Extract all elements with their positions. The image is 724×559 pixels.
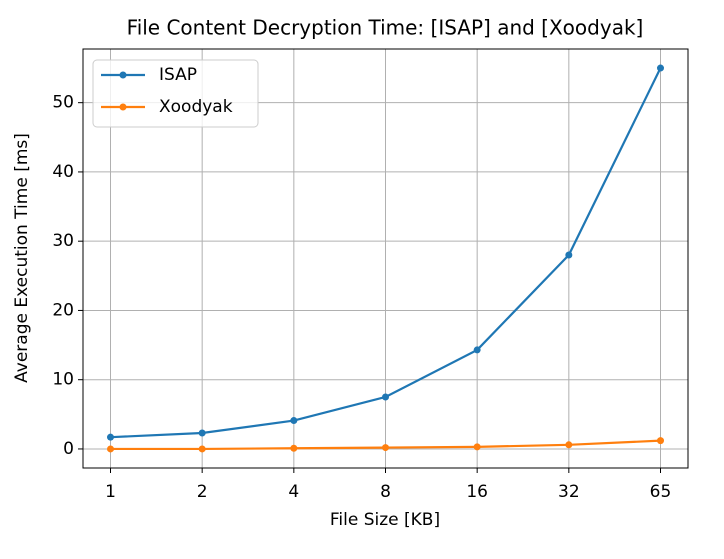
x-tick-label: 16 <box>466 482 488 502</box>
x-axis-label: File Size [KB] <box>330 510 440 530</box>
x-tick-label: 2 <box>197 482 208 502</box>
data-point <box>565 251 573 259</box>
x-tick-label: 8 <box>380 482 391 502</box>
data-point <box>107 445 114 453</box>
data-point <box>290 444 298 452</box>
chart-title: File Content Decryption Time: [ISAP] and… <box>127 16 644 40</box>
data-point <box>473 346 481 354</box>
legend-box <box>92 59 259 128</box>
y-axis-label: Average Execution Time [ms] <box>12 133 32 383</box>
data-point <box>657 64 664 72</box>
y-tick-label: 20 <box>52 300 74 320</box>
x-tick-label: 4 <box>288 482 299 502</box>
x-tick-label: 65 <box>650 482 672 502</box>
legend-label: ISAP <box>159 65 197 85</box>
plot-frame <box>82 48 689 469</box>
data-point <box>382 444 389 452</box>
data-point <box>107 433 114 441</box>
data-point <box>473 443 481 451</box>
legend-marker <box>119 103 127 111</box>
data-point <box>198 429 206 437</box>
y-tick-label: 50 <box>52 93 74 113</box>
data-point <box>657 437 664 445</box>
legend-label: Xoodyak <box>159 97 233 117</box>
data-point <box>382 393 389 401</box>
y-tick-label: 40 <box>52 162 74 182</box>
data-point <box>290 417 298 425</box>
data-point <box>198 445 206 453</box>
x-tick-label: 32 <box>558 482 580 502</box>
legend-marker <box>119 71 127 79</box>
y-tick-label: 10 <box>52 370 74 390</box>
y-tick-label: 0 <box>63 439 74 459</box>
data-point <box>565 441 573 449</box>
y-tick-label: 30 <box>52 231 74 251</box>
x-tick-label: 1 <box>105 482 116 502</box>
